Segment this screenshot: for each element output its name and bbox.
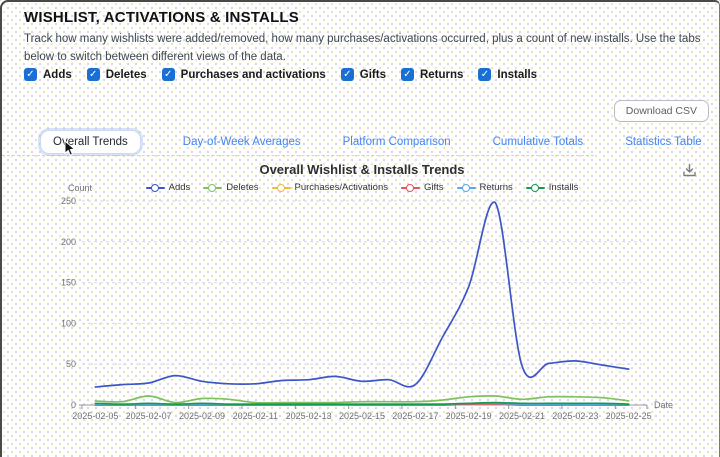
save-chart-as-image-icon[interactable]: [682, 163, 697, 178]
legend-label: Returns: [479, 182, 513, 193]
page-description: Track how many wishlists were added/remo…: [24, 33, 701, 63]
view-tabs: Overall Trends Day-of-Week Averages Plat…: [2, 128, 702, 156]
checkbox-label: Returns: [419, 68, 464, 81]
svg-text:2025-02-11: 2025-02-11: [233, 411, 278, 421]
checkbox-checked-icon: [161, 68, 175, 81]
chart-legend: Adds Deletes Purchases/Activations Gifts…: [82, 182, 642, 193]
svg-text:2025-02-13: 2025-02-13: [286, 411, 332, 421]
svg-text:150: 150: [61, 278, 76, 288]
checkbox-label: Installs: [497, 68, 538, 81]
legend-label: Deletes: [226, 182, 259, 193]
line-series-marker-icon: [400, 183, 420, 192]
filter-checkbox-installs[interactable]: Installs: [478, 68, 537, 81]
tab-day-of-week-averages[interactable]: Day-of-Week Averages: [182, 135, 301, 148]
svg-text:100: 100: [61, 318, 76, 328]
y-axis-title: Count: [68, 183, 93, 193]
svg-text:2025-02-09: 2025-02-09: [179, 411, 225, 421]
line-series-marker-icon: [145, 183, 165, 192]
legend-label: Installs: [548, 182, 579, 193]
filter-checkbox-deletes[interactable]: Deletes: [86, 68, 147, 81]
checkbox-label: Gifts: [359, 68, 386, 81]
svg-text:2025-02-15: 2025-02-15: [339, 411, 385, 421]
svg-text:2025-02-25: 2025-02-25: [606, 411, 652, 421]
checkbox-checked-icon: [340, 68, 354, 81]
legend-item-adds[interactable]: Adds: [145, 182, 191, 193]
svg-text:50: 50: [66, 359, 76, 369]
svg-text:2025-02-19: 2025-02-19: [446, 411, 492, 421]
filter-checkbox-adds[interactable]: Adds: [24, 68, 72, 81]
checkbox-checked-icon: [400, 68, 414, 81]
page-title: WISHLIST, ACTIVATIONS & INSTALLS: [24, 9, 300, 26]
filter-checkbox-returns[interactable]: Returns: [400, 68, 464, 81]
legend-label: Purchases/Activations: [294, 182, 388, 193]
checkbox-checked-icon: [478, 68, 492, 81]
line-series-marker-icon: [271, 183, 291, 192]
line-series-marker-icon: [456, 183, 476, 192]
svg-text:Date: Date: [654, 400, 673, 410]
filter-checkbox-purchases[interactable]: Purchases and activations: [161, 68, 326, 81]
checkbox-checked-icon: [24, 68, 37, 81]
legend-item-gifts[interactable]: Gifts: [400, 182, 444, 193]
trend-line-chart[interactable]: 0 50 100 150 200 250 2025-02-05 2025-02-07 2025-…: [2, 194, 702, 444]
tab-cumulative-totals[interactable]: Cumulative Totals: [492, 135, 584, 148]
tab-overall-trends[interactable]: Overall Trends: [40, 129, 141, 154]
filter-checkbox-row: Adds Deletes Purchases and activations G…: [24, 68, 537, 81]
svg-text:2025-02-21: 2025-02-21: [499, 411, 545, 421]
filter-checkbox-gifts[interactable]: Gifts: [340, 68, 386, 81]
checkbox-label: Adds: [43, 68, 72, 81]
chart-title: Overall Wishlist & Installs Trends: [259, 162, 465, 177]
svg-text:2025-02-23: 2025-02-23: [552, 411, 598, 421]
line-series-marker-icon: [525, 183, 545, 192]
checkbox-checked-icon: [86, 68, 100, 81]
svg-text:2025-02-07: 2025-02-07: [126, 411, 172, 421]
legend-label: Gifts: [423, 182, 444, 193]
checkbox-label: Deletes: [105, 68, 147, 81]
legend-label: Adds: [168, 182, 191, 193]
checkbox-label: Purchases and activations: [180, 68, 326, 81]
svg-text:2025-02-17: 2025-02-17: [392, 411, 438, 421]
svg-text:2025-02-05: 2025-02-05: [72, 411, 118, 421]
tab-statistics-table[interactable]: Statistics Table: [625, 135, 702, 148]
download-csv-button[interactable]: Download CSV: [613, 100, 709, 122]
legend-item-purchases-activations[interactable]: Purchases/Activations: [271, 182, 388, 193]
line-series-marker-icon: [203, 183, 223, 192]
svg-text:200: 200: [61, 237, 76, 247]
svg-text:250: 250: [61, 196, 76, 206]
legend-item-deletes[interactable]: Deletes: [203, 182, 259, 193]
tab-platform-comparison[interactable]: Platform Comparison: [342, 135, 451, 148]
legend-item-returns[interactable]: Returns: [456, 182, 513, 193]
legend-item-installs[interactable]: Installs: [525, 182, 579, 193]
svg-text:0: 0: [71, 400, 76, 410]
